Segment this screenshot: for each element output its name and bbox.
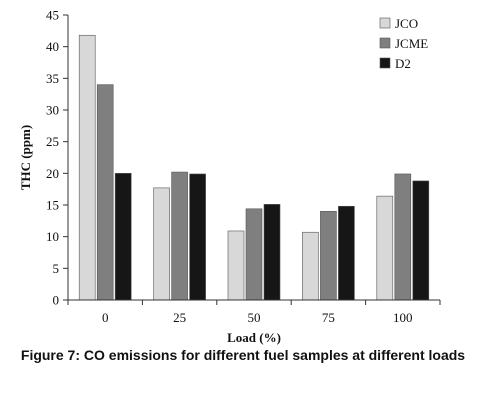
legend-swatch-d2 — [379, 57, 391, 69]
bar-d2-50 — [263, 204, 281, 301]
bar-jcme-100 — [394, 173, 412, 301]
y-tick-label: 25 — [46, 134, 59, 149]
bar-jco-100 — [376, 195, 394, 301]
legend-label-jco: JCO — [395, 16, 418, 31]
y-tick-label: 45 — [46, 8, 59, 23]
y-tick-label: 30 — [46, 103, 59, 118]
bar-jco-0 — [78, 34, 96, 301]
bar-d2-75 — [338, 205, 355, 301]
figure-caption: Figure 7: CO emissions for different fue… — [20, 347, 466, 363]
bar-jcme-50 — [245, 208, 263, 301]
bar-d2-25 — [189, 173, 206, 301]
legend-swatch-jco — [379, 17, 391, 29]
bars — [78, 34, 430, 301]
y-tick-label: 35 — [46, 71, 59, 86]
bar-jco-75 — [302, 231, 319, 301]
bar-d2-100 — [412, 180, 430, 301]
legend-swatch-jcme — [379, 37, 391, 49]
bar-jcme-75 — [320, 211, 337, 301]
x-axis-ticks: 0 25 50 75 100 — [67, 300, 441, 325]
bar-d2-0 — [114, 173, 132, 301]
bar-jco-50 — [227, 230, 245, 301]
legend-label-jcme: JCME — [395, 36, 428, 51]
bar-jco-25 — [153, 187, 170, 301]
y-tick-label: 10 — [46, 229, 59, 244]
x-axis-title: Load (%) — [227, 330, 281, 345]
bar-jcme-0 — [96, 84, 114, 301]
y-tick-label: 15 — [46, 198, 59, 213]
y-tick-label: 0 — [53, 293, 60, 308]
x-tick-label: 0 — [102, 310, 109, 325]
bar-jcme-25 — [171, 171, 188, 301]
x-tick-label: 100 — [393, 310, 413, 325]
legend: JCO JCME D2 — [379, 16, 428, 71]
y-tick-label: 40 — [46, 39, 59, 54]
y-tick-label: 5 — [53, 261, 60, 276]
x-tick-label: 25 — [173, 310, 186, 325]
legend-label-d2: D2 — [395, 56, 411, 71]
x-tick-label: 75 — [322, 310, 335, 325]
y-axis-ticks: 0 5 10 15 20 25 30 35 40 45 — [46, 8, 68, 308]
x-tick-label: 50 — [248, 310, 261, 325]
y-axis-title: THC (ppm) — [18, 125, 33, 190]
y-tick-label: 20 — [46, 166, 59, 181]
